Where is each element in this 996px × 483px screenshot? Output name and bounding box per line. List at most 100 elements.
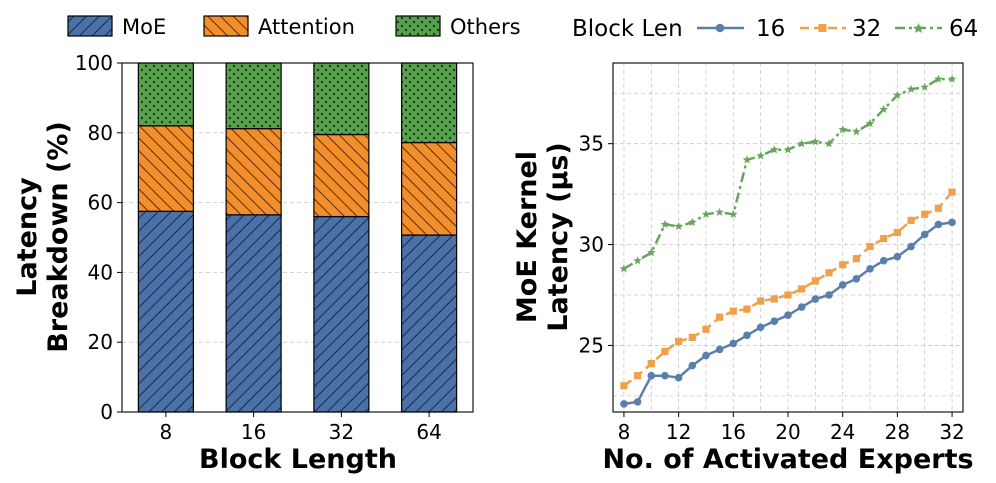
bar-y-tick-label: 60 xyxy=(88,191,113,215)
line-y-tick-label: 25 xyxy=(579,333,604,357)
line-point-64-27 xyxy=(879,104,888,113)
line-point-64-9 xyxy=(633,256,642,265)
line-y-ticks: 25 30 35 xyxy=(579,132,613,357)
legend-label-attention: Attention xyxy=(258,15,355,39)
line-x-axis-label: No. of Activated Experts xyxy=(602,444,973,475)
line-x-tick-label: 32 xyxy=(939,420,964,444)
bar-segment-others-64 xyxy=(401,62,458,144)
line-point-16-25 xyxy=(852,275,861,283)
line-point-16-24 xyxy=(838,281,847,289)
line-point-64-12 xyxy=(674,221,683,230)
bar-y-tick-label: 20 xyxy=(88,330,113,354)
line-point-32-24 xyxy=(839,261,847,269)
line-point-64-19 xyxy=(770,145,779,154)
line-point-64-11 xyxy=(660,219,670,228)
line-point-16-9 xyxy=(633,398,642,406)
line-point-16-13 xyxy=(688,361,697,370)
line-point-32-9 xyxy=(634,372,642,380)
bar-y-tick-label: 100 xyxy=(75,51,113,75)
line-point-16-28 xyxy=(893,252,902,261)
line-point-32-17 xyxy=(743,305,751,313)
line-point-16-23 xyxy=(825,291,833,299)
line-point-64-31 xyxy=(934,74,943,83)
line-point-32-32 xyxy=(948,188,956,196)
line-point-32-28 xyxy=(893,228,901,237)
line-point-16-26 xyxy=(866,264,874,273)
bar-y-axis-label-line1: Latency xyxy=(12,177,43,297)
line-point-32-27 xyxy=(880,234,888,243)
line-point-32-8 xyxy=(620,382,628,390)
legend-label-moe: MoE xyxy=(122,15,166,39)
bar-legend: MoE Attention Others xyxy=(67,15,521,39)
legend-label-16: 16 xyxy=(756,16,785,42)
line-point-16-20 xyxy=(784,311,792,319)
bar-x-tick-label: 8 xyxy=(160,420,173,444)
line-gridlines xyxy=(613,63,963,412)
line-point-32-13 xyxy=(688,333,696,341)
line-x-tick-label: 12 xyxy=(666,420,691,444)
legend-item-64: 64 xyxy=(895,16,978,42)
line-point-16-19 xyxy=(770,317,779,326)
line-y-tick-label: 30 xyxy=(579,233,604,257)
legend-label-others: Others xyxy=(450,15,521,39)
line-x-tick-label: 16 xyxy=(721,420,746,444)
legend-item-16: 16 xyxy=(697,16,785,42)
bar-y-ticks: 0 20 40 60 80 100 xyxy=(75,51,122,424)
line-x-tick-label: 28 xyxy=(885,420,910,444)
legend-title-block-len: Block Len xyxy=(572,16,683,42)
line-point-32-25 xyxy=(852,255,860,263)
line-series-16 xyxy=(620,218,956,408)
line-point-32-12 xyxy=(675,337,683,345)
line-point-16-21 xyxy=(797,303,806,311)
line-point-16-16 xyxy=(729,339,738,348)
legend-swatch-moe xyxy=(67,15,113,37)
line-series-32 xyxy=(620,188,956,390)
line-x-tick-label: 24 xyxy=(830,420,855,444)
bar-y-tick-label: 0 xyxy=(100,400,113,424)
line-point-64-22 xyxy=(811,137,820,146)
line-x-ticks: 8 12 16 20 24 28 32 xyxy=(618,412,965,444)
line-point-16-15 xyxy=(715,345,724,354)
line-point-32-19 xyxy=(770,295,778,303)
legend-marker-16 xyxy=(715,23,725,33)
line-point-64-24 xyxy=(838,125,847,134)
line-point-16-17 xyxy=(743,331,751,340)
bar-plot-frame xyxy=(121,62,474,413)
line-point-64-28 xyxy=(893,90,902,99)
line-point-64-10 xyxy=(647,248,656,257)
legend-item-moe: MoE xyxy=(67,15,166,39)
line-point-16-10 xyxy=(647,371,656,380)
line-point-32-10 xyxy=(647,359,655,368)
line-point-64-25 xyxy=(852,127,861,136)
line-point-64-23 xyxy=(824,139,834,148)
legend-swatch-others xyxy=(395,15,441,37)
bar-x-ticks: 8 16 32 64 xyxy=(160,412,442,444)
line-point-64-20 xyxy=(783,145,793,154)
line-point-32-23 xyxy=(825,269,833,277)
line-point-32-31 xyxy=(934,204,942,212)
bar-segment-moe-64 xyxy=(401,234,458,413)
line-point-32-21 xyxy=(798,285,806,293)
line-point-16-11 xyxy=(661,371,669,380)
legend-item-attention: Attention xyxy=(203,15,355,39)
legend-item-others: Others xyxy=(395,15,521,39)
line-point-32-18 xyxy=(757,297,765,305)
line-chart: 25 30 35 8 12 16 20 24 28 32 No. of Activated Ex… xyxy=(512,62,974,475)
line-point-64-21 xyxy=(797,139,806,148)
line-point-16-32 xyxy=(948,218,956,227)
bar-segment-moe-16 xyxy=(225,214,282,413)
line-point-32-14 xyxy=(702,325,710,333)
line-point-32-22 xyxy=(811,277,819,285)
bar-segment-moe-32 xyxy=(313,215,370,413)
line-point-32-15 xyxy=(716,313,724,321)
line-point-16-8 xyxy=(620,400,628,408)
bar-x-tick-label: 32 xyxy=(329,420,354,444)
line-point-32-29 xyxy=(907,216,915,224)
bar-segment-others-32 xyxy=(313,62,370,136)
legend-marker-32 xyxy=(818,24,827,32)
bar-x-axis-label: Block Length xyxy=(199,444,397,475)
legend-label-32: 32 xyxy=(852,16,881,42)
line-point-16-14 xyxy=(702,351,710,360)
line-y-tick-label: 35 xyxy=(579,132,604,156)
